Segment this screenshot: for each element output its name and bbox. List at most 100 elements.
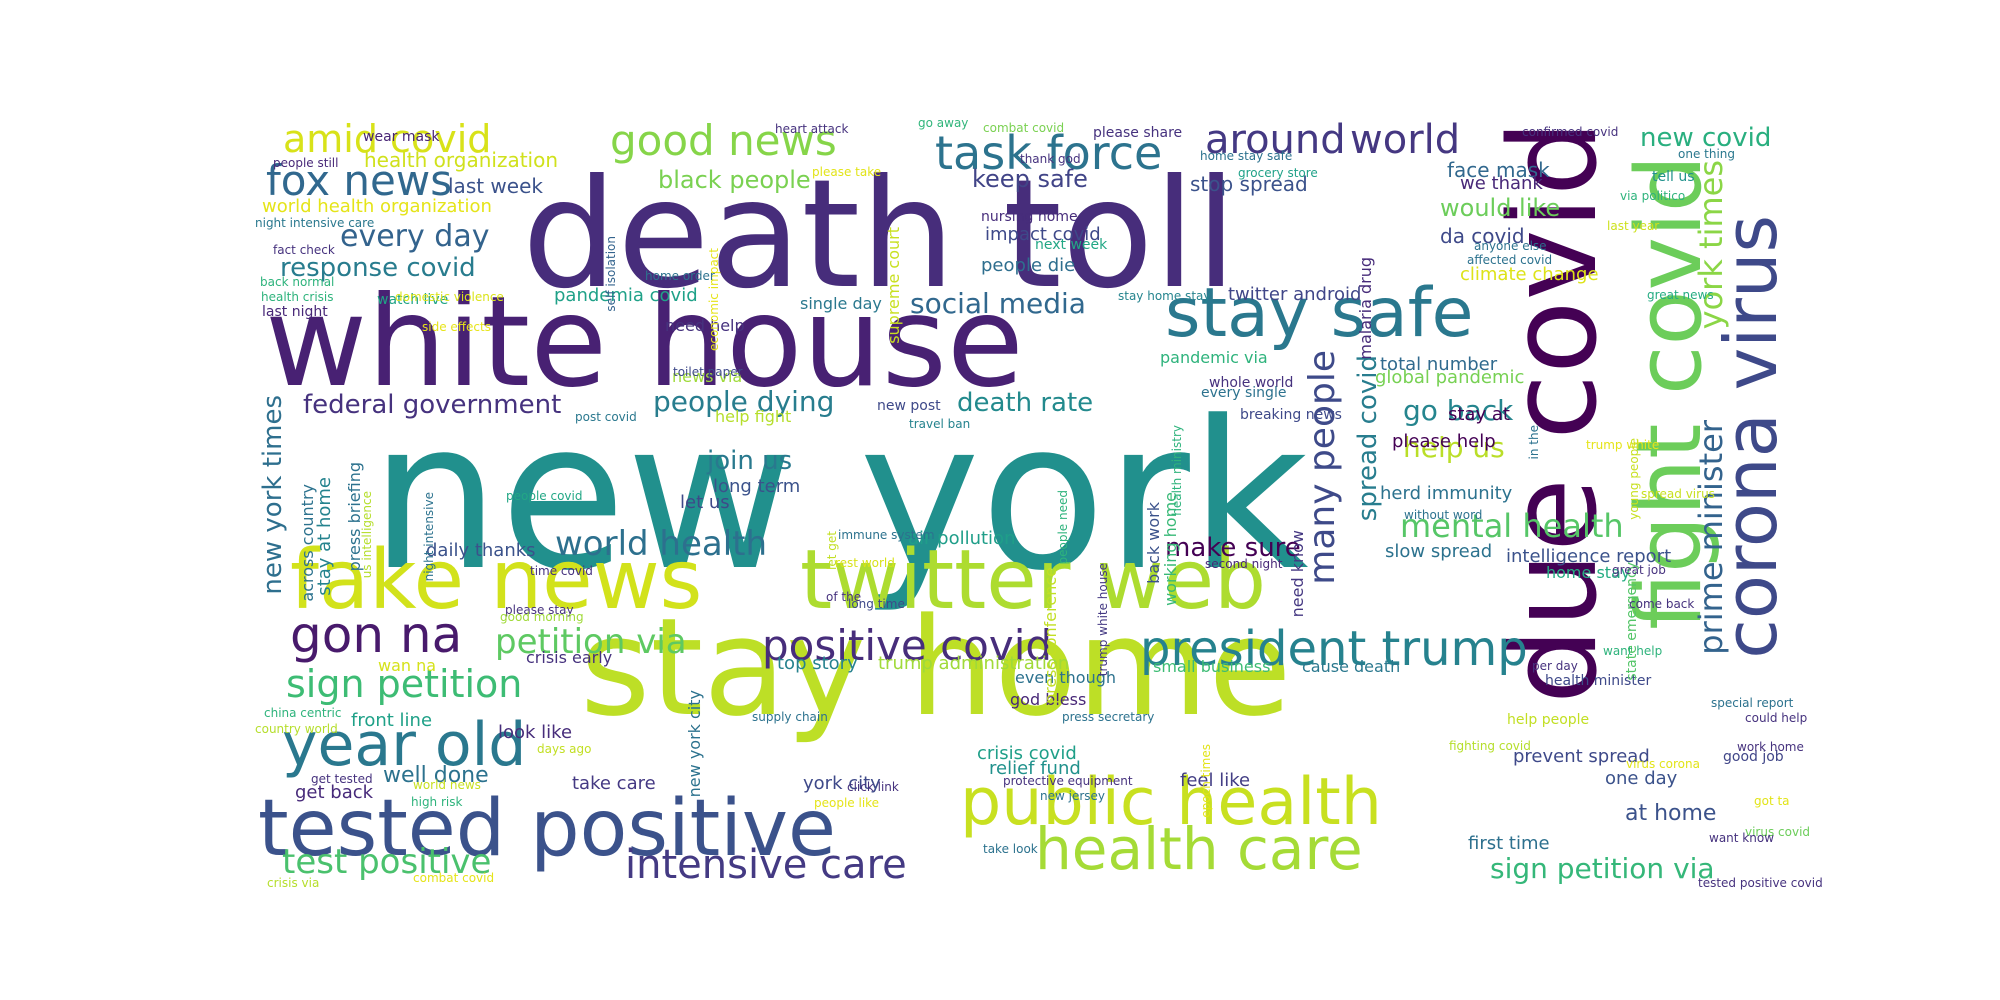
- word-cloud-term: health crisis: [261, 290, 334, 304]
- word-cloud-term: long term: [713, 476, 801, 497]
- word-cloud-term: world: [1350, 117, 1461, 163]
- word-cloud-term: days ago: [537, 742, 592, 756]
- word-cloud-term: world health: [555, 524, 768, 564]
- word-cloud-term: long time: [848, 597, 905, 611]
- word-cloud-term: travel ban: [909, 417, 971, 431]
- word-cloud-term: da covid: [1440, 224, 1525, 248]
- word-cloud-term: stay at: [1448, 404, 1510, 425]
- word-cloud-term: front line: [351, 710, 433, 731]
- word-cloud-term: amid covid: [283, 117, 492, 161]
- word-cloud-term: anyone else: [1474, 239, 1547, 253]
- word-cloud-term: confirmed covid: [1522, 125, 1619, 139]
- word-cloud-term: trump white house: [1096, 563, 1110, 677]
- word-cloud-term: white house: [265, 270, 1024, 415]
- word-cloud-term: federal government: [303, 390, 562, 420]
- word-cloud-term: good news: [610, 116, 837, 165]
- word-cloud-term: virus covid: [1745, 825, 1811, 839]
- word-cloud-term: death rate: [957, 388, 1094, 418]
- word-cloud-term: post covid: [575, 410, 637, 424]
- word-cloud-term: test positive: [282, 842, 492, 882]
- word-cloud-term: new post: [877, 398, 941, 414]
- word-cloud-term: intensive care: [625, 842, 907, 888]
- word-cloud-term: country world: [255, 722, 338, 736]
- word-cloud-term: good morning: [500, 610, 584, 624]
- word-cloud-term: high risk: [411, 795, 463, 809]
- word-cloud-term: prime minister: [1692, 420, 1730, 655]
- word-cloud-term: last night: [262, 304, 328, 320]
- word-cloud-term: we thank: [1460, 173, 1543, 194]
- word-cloud-term: impact covid: [985, 224, 1101, 245]
- word-cloud-term: need help: [665, 316, 745, 335]
- word-cloud-term: climate change: [1460, 264, 1599, 285]
- word-cloud-term: supreme court: [884, 227, 903, 344]
- word-cloud-term: tested positive: [258, 784, 837, 874]
- word-cloud-term: supply chain: [752, 710, 828, 724]
- word-cloud-term: people like: [814, 796, 880, 810]
- word-cloud-term: night intensive care: [255, 216, 375, 230]
- word-cloud-term: good job: [1723, 749, 1784, 765]
- word-cloud-term: whole world: [1209, 375, 1294, 391]
- word-cloud-term: virus corona: [1626, 757, 1700, 771]
- word-cloud-term: world news: [413, 778, 481, 792]
- word-cloud-term: every day: [340, 219, 490, 254]
- word-cloud-term: tested positive covid: [1698, 876, 1823, 890]
- word-cloud-term: press conference: [1041, 567, 1060, 705]
- word-cloud-term: great news: [1647, 288, 1714, 302]
- word-cloud-term: news via: [672, 367, 743, 386]
- word-cloud-term: fighting covid: [1449, 739, 1531, 753]
- word-cloud-term: well done: [383, 763, 489, 788]
- word-cloud-term: make sure: [1165, 533, 1301, 563]
- word-cloud-term: slow spread: [1385, 541, 1493, 562]
- word-cloud-term: petition via: [495, 622, 687, 662]
- word-cloud-term: daily thanks: [426, 540, 536, 561]
- word-cloud-term: next week: [1035, 237, 1108, 253]
- word-cloud-term: last week: [448, 174, 543, 198]
- word-cloud-term: trump white: [1586, 438, 1660, 452]
- word-cloud-term: please share: [1093, 125, 1183, 141]
- word-cloud-term: breaking news: [1240, 407, 1342, 423]
- word-cloud-term: pandemia covid: [554, 285, 698, 306]
- word-cloud-term: people need: [1056, 490, 1070, 565]
- word-cloud-term: black people: [658, 166, 811, 194]
- word-cloud-term: positive covid: [762, 621, 1053, 670]
- word-cloud-term: feel like: [1180, 770, 1251, 791]
- word-cloud-term: cause death: [1302, 657, 1401, 676]
- word-cloud-term: click link: [847, 780, 899, 794]
- word-cloud-term: state emergency: [1624, 562, 1640, 681]
- word-cloud-term: domestic violence: [395, 290, 504, 304]
- word-cloud-term: sign petition via: [1490, 852, 1715, 885]
- word-cloud-term: health organization: [364, 148, 559, 172]
- word-cloud-term: let us: [680, 492, 730, 513]
- word-cloud-term: self isolation: [604, 236, 618, 312]
- word-cloud-term: look like: [498, 722, 573, 743]
- word-cloud-term: wan na: [378, 656, 437, 675]
- word-cloud-term: second night: [1205, 557, 1283, 571]
- word-cloud-term: health care: [1035, 815, 1363, 883]
- word-cloud-term: side effects: [422, 320, 491, 334]
- word-cloud-term: crisis via: [267, 876, 320, 890]
- word-cloud-term: time covid: [530, 564, 593, 578]
- word-cloud-term: malaria drug: [1356, 257, 1375, 360]
- word-cloud-term: intelligence report: [1506, 546, 1672, 567]
- word-cloud-term: around: [1205, 117, 1346, 163]
- word-cloud-term: people covid: [506, 489, 583, 503]
- word-cloud-term: work home: [1737, 740, 1804, 754]
- word-cloud-term: wear mask: [363, 129, 440, 145]
- word-cloud-term: nursing home: [981, 209, 1078, 225]
- word-cloud-term: combat covid: [413, 871, 495, 885]
- word-cloud-term: need know: [1288, 530, 1307, 618]
- word-cloud-term: special report: [1711, 696, 1794, 710]
- word-cloud-term: young people: [1627, 438, 1641, 520]
- word-cloud-term: immune system: [838, 528, 935, 542]
- word-cloud-term: tell us: [1652, 169, 1695, 185]
- word-cloud-term: in the: [1527, 425, 1541, 460]
- word-cloud-term: crisis early: [526, 648, 613, 667]
- word-cloud-term: stay safe: [1165, 274, 1474, 353]
- word-cloud-term: come back: [1629, 597, 1695, 611]
- word-cloud-term: total number: [1380, 354, 1498, 375]
- word-cloud-term: twitter android: [1228, 284, 1362, 305]
- word-cloud-term: new covid: [1640, 123, 1772, 153]
- word-cloud-term: herd immunity: [1380, 483, 1513, 504]
- word-cloud-term: top story: [777, 653, 858, 674]
